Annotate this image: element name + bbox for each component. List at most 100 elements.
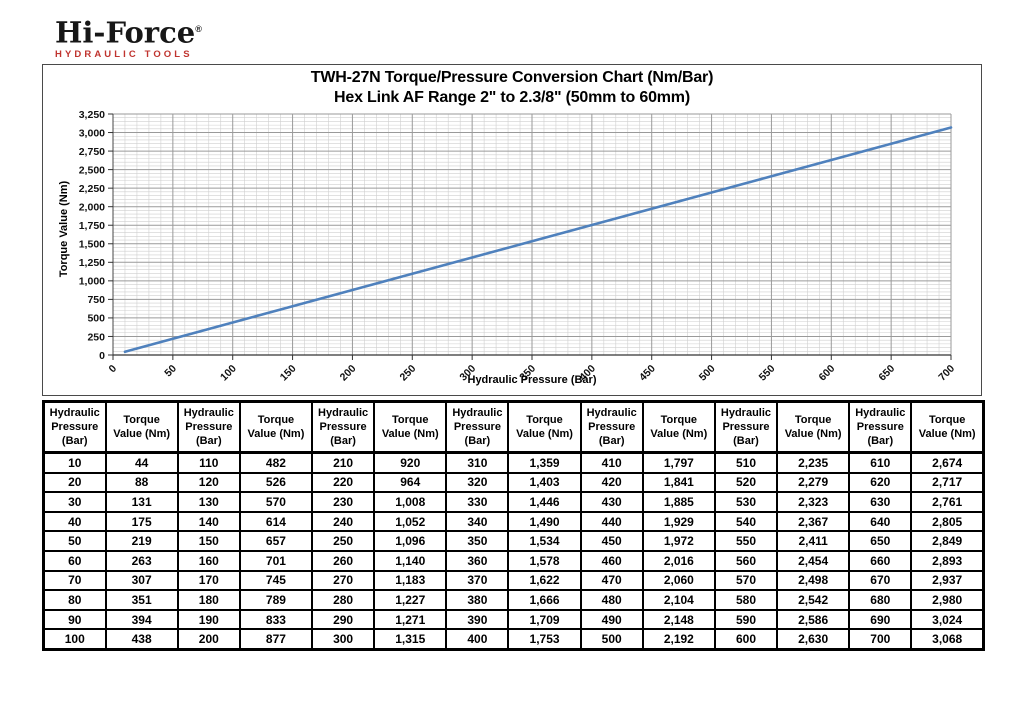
torque-cell: 1,972 <box>641 530 716 552</box>
pressure-cell: 200 <box>176 628 241 651</box>
torque-cell: 438 <box>104 628 179 651</box>
pressure-cell: 340 <box>445 510 510 533</box>
torque-header: Torque Value (Nm) <box>373 400 448 454</box>
pressure-cell: 190 <box>176 608 241 631</box>
gridlines-major <box>112 113 952 356</box>
pressure-cell: 640 <box>848 510 913 533</box>
svg-text:1,500: 1,500 <box>79 239 105 251</box>
series <box>123 126 953 354</box>
torque-cell: 789 <box>238 589 314 611</box>
pressure-cell: 600 <box>713 628 778 651</box>
pressure-cell: 100 <box>42 628 107 651</box>
pressure-cell: 500 <box>579 628 644 651</box>
torque-cell: 1,797 <box>641 451 716 474</box>
torque-cell: 2,235 <box>775 451 851 474</box>
pressure-cell: 490 <box>579 608 644 631</box>
torque-header: Torque Value (Nm) <box>238 400 314 454</box>
table-row: 20 88 120 526 220 964 320 1,403 420 1,841 520 2,279… <box>42 471 985 494</box>
torque-cell: 2,717 <box>910 471 985 494</box>
svg-text:3,000: 3,000 <box>79 127 105 139</box>
pressure-cell: 590 <box>713 608 778 631</box>
svg-text:3,250: 3,250 <box>79 109 105 121</box>
pressure-header: Hydraulic Pressure (Bar) <box>579 400 644 454</box>
conversion-table: Hydraulic Pressure (Bar) Torque Value (Nm) Hy… <box>42 400 986 651</box>
pressure-cell: 570 <box>713 569 778 592</box>
pressure-cell: 150 <box>176 530 241 552</box>
pressure-cell: 360 <box>445 549 510 572</box>
pressure-header: Hydraulic Pressure (Bar) <box>311 400 376 454</box>
torque-cell: 2,104 <box>641 589 716 611</box>
torque-cell: 219 <box>104 530 179 552</box>
registered-mark-icon: ® <box>195 24 202 34</box>
pressure-cell: 300 <box>311 628 376 651</box>
logo-brand-word: Hi-Force <box>55 15 196 50</box>
table-row: 100 438 200 877 300 1,315 400 1,753 500 2,192 600 2… <box>42 628 985 651</box>
torque-cell: 1,666 <box>507 589 582 611</box>
torque-cell: 1,578 <box>507 549 582 572</box>
torque-cell: 2,761 <box>910 491 985 513</box>
pressure-cell: 140 <box>176 510 241 533</box>
y-tick-labels: 0 250 500 750 1,000 1,250 1,500 1,750 2,000 2,250… <box>79 109 105 362</box>
torque-cell: 1,490 <box>507 510 582 533</box>
torque-line-series <box>123 126 953 354</box>
torque-cell: 88 <box>104 471 179 494</box>
torque-header: Torque Value (Nm) <box>775 400 851 454</box>
torque-cell: 745 <box>238 569 314 592</box>
pressure-cell: 560 <box>713 549 778 572</box>
pressure-cell: 380 <box>445 589 510 611</box>
torque-cell: 1,359 <box>507 451 582 474</box>
pressure-cell: 420 <box>579 471 644 494</box>
pressure-cell: 30 <box>42 491 107 513</box>
pressure-cell: 520 <box>713 471 778 494</box>
pressure-cell: 400 <box>445 628 510 651</box>
torque-cell: 1,227 <box>373 589 448 611</box>
torque-cell: 657 <box>238 530 314 552</box>
pressure-cell: 310 <box>445 451 510 474</box>
torque-cell: 1,841 <box>641 471 716 494</box>
torque-cell: 2,586 <box>775 608 851 631</box>
torque-cell: 263 <box>104 549 179 572</box>
pressure-cell: 680 <box>848 589 913 611</box>
torque-cell: 394 <box>104 608 179 631</box>
torque-cell: 131 <box>104 491 179 513</box>
torque-cell: 2,630 <box>775 628 851 651</box>
torque-header: Torque Value (Nm) <box>507 400 582 454</box>
pressure-cell: 40 <box>42 510 107 533</box>
chart-title-line1: TWH-27N Torque/Pressure Conversion Chart… <box>310 69 714 86</box>
torque-cell: 1,315 <box>373 628 448 651</box>
torque-cell: 2,323 <box>775 491 851 513</box>
pressure-cell: 390 <box>445 608 510 631</box>
pressure-cell: 630 <box>848 491 913 513</box>
pressure-cell: 210 <box>311 451 376 474</box>
torque-cell: 570 <box>238 491 314 513</box>
svg-text:0: 0 <box>99 350 105 362</box>
pressure-cell: 80 <box>42 589 107 611</box>
logo-brand-text: Hi-Force® <box>55 14 202 48</box>
hi-force-logo: Hi-Force® HYDRAULIC TOOLS <box>55 14 202 60</box>
torque-cell: 3,024 <box>910 608 985 631</box>
svg-text:1,000: 1,000 <box>79 276 105 288</box>
torque-cell: 2,542 <box>775 589 851 611</box>
torque-cell: 1,096 <box>373 530 448 552</box>
pressure-cell: 670 <box>848 569 913 592</box>
svg-text:2,500: 2,500 <box>79 164 105 176</box>
torque-cell: 2,454 <box>775 549 851 572</box>
torque-cell: 614 <box>238 510 314 533</box>
pressure-cell: 180 <box>176 589 241 611</box>
torque-cell: 44 <box>104 451 179 474</box>
pressure-cell: 700 <box>848 628 913 651</box>
torque-header: Torque Value (Nm) <box>910 400 985 454</box>
table-row: 90 394 190 833 290 1,271 390 1,709 490 2,148 590 2,… <box>42 608 985 631</box>
torque-cell: 2,980 <box>910 589 985 611</box>
pressure-cell: 50 <box>42 530 107 552</box>
pressure-cell: 580 <box>713 589 778 611</box>
pressure-cell: 410 <box>579 451 644 474</box>
torque-cell: 3,068 <box>910 628 985 651</box>
svg-text:1,250: 1,250 <box>79 257 105 269</box>
x-axis-title: Hydraulic Pressure (Bar) <box>467 374 597 386</box>
torque-cell: 2,411 <box>775 530 851 552</box>
torque-cell: 833 <box>238 608 314 631</box>
torque-cell: 1,271 <box>373 608 448 631</box>
axis-ticks <box>108 113 952 360</box>
